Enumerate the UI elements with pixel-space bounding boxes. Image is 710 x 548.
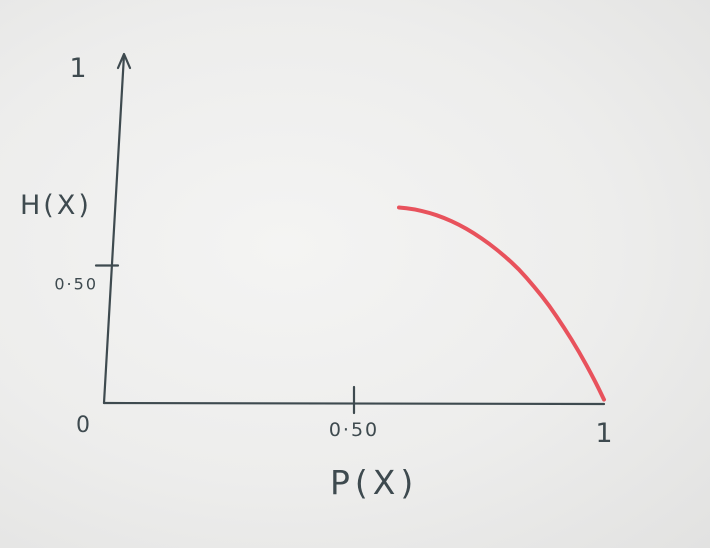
axis-labels: H(X) P(X) 0 [20, 190, 418, 502]
axes [102, 52, 606, 406]
ticks: 0·50 1 0·50 1 [54, 53, 612, 449]
x-tick-label: 0·50 [329, 419, 379, 441]
series-line [397, 205, 606, 402]
x-tick-label: 1 [595, 418, 612, 449]
origin-label: 0 [76, 413, 90, 438]
y-axis-label: H(X) [20, 190, 92, 221]
y-axis-arrowhead [116, 52, 132, 70]
series [397, 205, 606, 402]
y-tick-label: 0·50 [54, 275, 98, 294]
x-axis-label: P(X) [330, 463, 418, 502]
y-tick-label: 1 [69, 53, 86, 84]
y-axis-line [102, 53, 126, 405]
